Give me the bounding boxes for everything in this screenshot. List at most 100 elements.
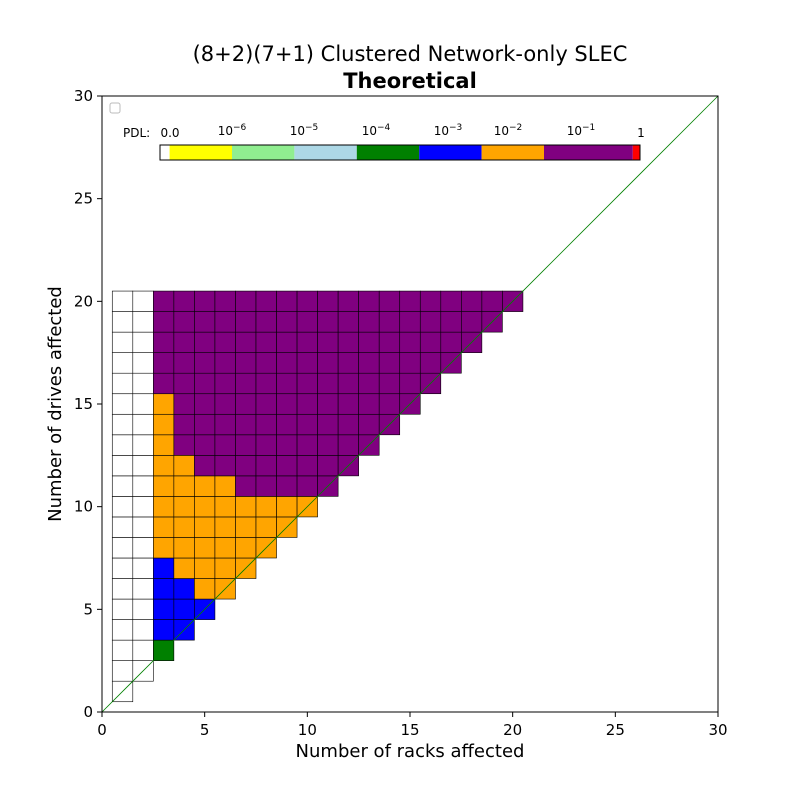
heatmap-cell [214, 372, 236, 395]
heatmap-cell [153, 290, 175, 312]
heatmap-cell [214, 311, 236, 333]
heatmap-cell [337, 352, 359, 374]
heatmap-cell [235, 434, 257, 456]
heatmap-cell [132, 311, 154, 333]
heatmap-cell [194, 290, 216, 312]
heatmap-cell [214, 352, 236, 374]
heatmap-cell [419, 311, 442, 333]
heatmap-cell [153, 496, 175, 518]
heatmap-cell [276, 434, 298, 456]
x-tick-label: 25 [606, 721, 625, 739]
heatmap-cell [296, 372, 318, 395]
x-tick-label: 0 [97, 721, 107, 739]
heatmap-cell [235, 290, 257, 312]
heatmap-cell [173, 455, 195, 477]
y-tick-label: 0 [83, 703, 93, 721]
heatmap-cell [296, 393, 318, 415]
heatmap-cell [194, 331, 216, 353]
heatmap-cell [153, 578, 175, 600]
y-tick-label: 25 [74, 190, 93, 208]
heatmap-cell [194, 352, 216, 374]
heatmap-cell [358, 393, 380, 415]
y-tick-label: 10 [74, 498, 93, 516]
heatmap-cell [296, 290, 318, 312]
heatmap-cell [173, 393, 195, 415]
heatmap-cell [132, 639, 154, 661]
heatmap-cell [153, 516, 175, 538]
colorbar-tick-label: 10−4 [362, 123, 391, 138]
heatmap-cell [153, 475, 175, 497]
heatmap-cell [276, 455, 298, 477]
heatmap-cell [399, 352, 421, 374]
heatmap-cell [194, 413, 216, 436]
colorbar-segment [232, 145, 295, 160]
heatmap-cell [132, 393, 154, 415]
heatmap-cell [111, 372, 134, 395]
heatmap-cell [255, 455, 277, 477]
y-axis-label: Number of drives affected [45, 286, 66, 522]
heatmap-cell [255, 290, 277, 312]
heatmap-cell [399, 331, 421, 353]
heatmap-cell [111, 537, 134, 559]
heatmap-cell [255, 434, 277, 456]
heatmap-cell [132, 434, 154, 456]
heatmap-cell [378, 352, 401, 374]
heatmap-cell [419, 331, 442, 353]
heatmap-cell [132, 352, 154, 374]
heatmap-cell [296, 455, 318, 477]
colorbar: PDL: 0.0 10−6 10−5 10−4 10−3 10−2 10−1 1 [123, 123, 645, 161]
heatmap-cell [378, 311, 401, 333]
heatmap-cell [235, 496, 257, 518]
heatmap-cell [276, 496, 298, 518]
heatmap-cell [214, 496, 236, 518]
heatmap-cell [235, 537, 257, 559]
heatmap-cell [276, 475, 298, 497]
heatmap-cell [111, 557, 134, 579]
heatmap-cell [214, 434, 236, 456]
heatmap-cell [173, 413, 195, 436]
heatmap-cell [419, 352, 442, 374]
heatmap-cell [153, 537, 175, 559]
heatmap-cell [111, 434, 134, 456]
heatmap-cell [255, 393, 277, 415]
colorbar-tick-label: 10−5 [290, 123, 319, 138]
heatmap-cell [337, 372, 359, 395]
heatmap-cells [111, 290, 524, 703]
heatmap-cell [153, 598, 175, 620]
heatmap-cell [276, 352, 298, 374]
heatmap-cell [296, 352, 318, 374]
heatmap-cell [132, 455, 154, 477]
heatmap-cell [153, 455, 175, 477]
heatmap-cell [153, 393, 175, 415]
heatmap-cell [153, 352, 175, 374]
heatmap-cell [378, 393, 401, 415]
heatmap-cell [358, 372, 380, 395]
colorbar-segment [356, 145, 420, 160]
heatmap-cell [461, 311, 483, 333]
heatmap-cell [214, 557, 236, 579]
heatmap-cell [214, 413, 236, 436]
heatmap-cell [173, 290, 195, 312]
heatmap-cell [378, 331, 401, 353]
heatmap-cell [173, 434, 195, 456]
heatmap-cell [317, 434, 339, 456]
heatmap-cell [235, 393, 257, 415]
heatmap-cell [235, 455, 257, 477]
x-tick-label: 15 [400, 721, 419, 739]
heatmap-cell [358, 331, 380, 353]
colorbar-segment [481, 145, 544, 160]
heatmap-cell [214, 290, 236, 312]
heatmap-cell [255, 496, 277, 518]
heatmap-cell [317, 331, 339, 353]
heatmap-cell [173, 475, 195, 497]
heatmap-cell [194, 311, 216, 333]
heatmap-cell [399, 372, 421, 395]
heatmap-cell [132, 496, 154, 518]
heatmap-cell [276, 393, 298, 415]
heatmap-cell [235, 372, 257, 395]
colorbar-tick-label: 10−3 [434, 123, 463, 138]
colorbar-frame [159, 144, 641, 161]
heatmap-cell [111, 660, 134, 682]
diagonal-line [101, 95, 719, 713]
heatmap-cell [337, 393, 359, 415]
